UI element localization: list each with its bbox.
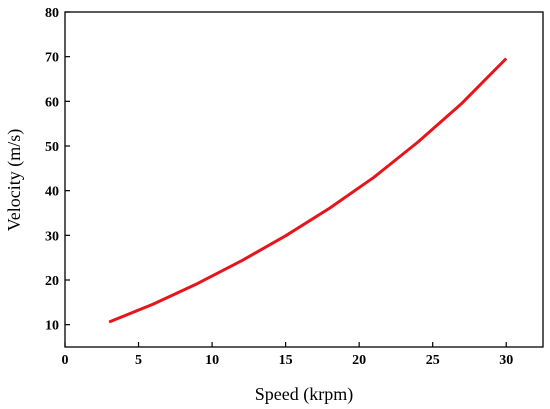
y-tick-label: 20 <box>45 274 59 289</box>
series-line <box>108 57 508 324</box>
y-tick-label: 80 <box>45 6 59 21</box>
y-tick-label: 30 <box>45 229 59 244</box>
series-layer <box>108 57 508 324</box>
x-tick-label: 10 <box>205 353 219 368</box>
y-tick-labels: 10 20 30 40 50 60 70 80 <box>45 6 59 334</box>
y-tick-label: 50 <box>45 140 59 155</box>
x-tick-labels: 0 5 10 15 20 25 30 <box>62 353 514 368</box>
x-tick-label: 0 <box>62 353 69 368</box>
x-axis-title: Speed (krpm) <box>255 384 353 405</box>
y-tick-label: 40 <box>45 185 59 200</box>
x-tick-label: 25 <box>426 353 440 368</box>
x-tick-label: 30 <box>499 353 513 368</box>
y-tick-label: 70 <box>45 51 59 66</box>
x-tick-label: 5 <box>135 353 142 368</box>
x-tick-label: 15 <box>279 353 293 368</box>
y-tick-label: 10 <box>45 319 59 334</box>
y-axis-title: Velocity (m/s) <box>4 129 25 231</box>
y-tick-label: 60 <box>45 95 59 110</box>
x-tick-label: 20 <box>352 353 366 368</box>
axis-ticks <box>64 11 507 347</box>
plot-frame <box>64 11 544 348</box>
